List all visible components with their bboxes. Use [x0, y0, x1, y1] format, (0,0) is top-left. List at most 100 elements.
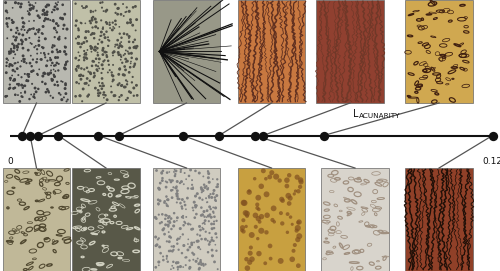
Point — [35, 28, 43, 32]
Point — [176, 181, 184, 185]
Point — [29, 57, 37, 62]
Point — [278, 221, 286, 226]
Point — [62, 60, 70, 64]
Point — [255, 207, 263, 212]
Point — [4, 25, 12, 29]
Point — [46, 58, 54, 62]
Point — [245, 190, 253, 194]
Point — [7, 47, 15, 51]
Point — [188, 251, 196, 255]
Point — [48, 45, 56, 50]
Point — [72, 36, 80, 41]
Point — [124, 21, 132, 25]
Point — [33, 72, 41, 76]
Point — [258, 229, 266, 233]
Point — [209, 177, 217, 181]
Point — [180, 171, 188, 175]
Point — [266, 244, 274, 248]
Point — [13, 44, 21, 48]
Point — [173, 218, 181, 223]
Point — [6, 76, 14, 80]
Point — [57, 79, 65, 83]
Point — [20, 84, 28, 88]
Point — [102, 50, 110, 54]
Point — [9, 20, 17, 24]
Point — [174, 194, 182, 199]
Point — [204, 214, 212, 218]
Point — [276, 259, 284, 263]
Point — [102, 50, 110, 54]
Point — [74, 28, 82, 32]
Point — [194, 256, 202, 261]
Point — [159, 169, 167, 173]
Point — [172, 260, 180, 265]
Point — [174, 189, 182, 193]
Point — [176, 201, 184, 205]
Point — [198, 185, 205, 190]
Point — [170, 260, 177, 264]
Point — [283, 184, 291, 188]
Point — [170, 170, 178, 174]
Point — [109, 25, 117, 29]
Point — [86, 70, 94, 75]
Point — [2, 1, 10, 5]
Point — [156, 245, 164, 249]
Point — [179, 214, 187, 218]
Point — [244, 266, 252, 270]
Point — [162, 213, 170, 217]
Point — [159, 254, 167, 259]
Point — [14, 73, 22, 77]
Point — [158, 170, 166, 175]
Point — [158, 171, 166, 175]
Point — [16, 5, 24, 9]
Point — [2, 94, 10, 99]
Point — [158, 220, 166, 224]
Point — [166, 178, 173, 182]
Point — [41, 72, 49, 76]
Point — [6, 78, 14, 82]
Point — [204, 187, 212, 191]
Point — [104, 35, 112, 39]
Point — [126, 9, 134, 14]
Point — [122, 68, 130, 72]
Point — [188, 241, 196, 245]
Point — [130, 93, 138, 98]
Point — [210, 219, 218, 224]
Point — [170, 266, 177, 270]
Point — [182, 207, 190, 211]
Point — [205, 219, 213, 223]
Point — [50, 44, 58, 48]
Point — [285, 173, 293, 178]
Point — [18, 94, 25, 99]
Point — [213, 193, 221, 198]
Point — [99, 92, 107, 97]
Point — [98, 34, 106, 38]
Point — [178, 215, 186, 219]
Point — [238, 228, 246, 233]
Point — [25, 0, 33, 4]
Point — [9, 68, 17, 72]
Point — [24, 12, 32, 16]
Point — [172, 186, 180, 190]
Point — [212, 199, 220, 203]
Point — [117, 40, 125, 44]
Point — [15, 82, 23, 86]
Point — [166, 249, 174, 253]
Point — [173, 194, 181, 198]
Point — [204, 169, 212, 173]
Point — [174, 241, 182, 246]
Point — [58, 98, 66, 102]
Point — [78, 99, 86, 104]
Point — [72, 19, 80, 23]
Point — [4, 36, 12, 40]
Point — [131, 62, 139, 66]
Point — [108, 70, 116, 75]
Point — [28, 27, 36, 31]
Point — [202, 196, 210, 200]
Point — [95, 80, 103, 85]
Point — [206, 212, 214, 217]
Point — [48, 50, 56, 54]
Point — [44, 87, 52, 92]
Point — [118, 93, 126, 98]
Point — [53, 61, 61, 65]
